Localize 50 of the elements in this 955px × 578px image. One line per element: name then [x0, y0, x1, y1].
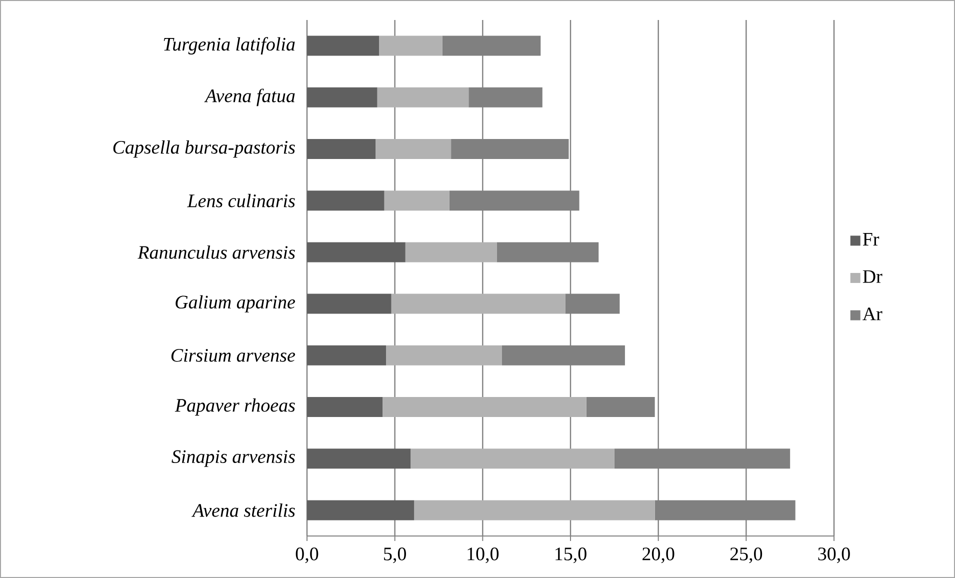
- bar: [307, 294, 392, 314]
- y-tick-label: Cirsium arvense: [171, 349, 296, 362]
- bar: [442, 36, 541, 56]
- y-tick-label: Papaver rhoeas: [174, 398, 295, 416]
- y-tick-label: Ranunculus arvensis: [138, 246, 295, 259]
- bar: [376, 139, 452, 160]
- x-tick-label: 15,0: [556, 548, 586, 564]
- bar: [410, 448, 614, 469]
- y-tick-label: Galium aparine: [176, 295, 296, 312]
- bar: [379, 36, 442, 56]
- bar: [502, 345, 625, 366]
- bar: [307, 87, 378, 108]
- x-tick-label: 0,0: [296, 548, 318, 564]
- bar: [386, 345, 502, 366]
- bar: [307, 345, 386, 366]
- bar: [307, 242, 406, 262]
- bar: [391, 294, 566, 314]
- bar: [414, 500, 655, 520]
- x-tick-label: 10,0: [468, 548, 499, 564]
- bar: [377, 87, 469, 108]
- bar: [307, 139, 376, 160]
- y-tick-label: Turgenia latifolia: [164, 37, 295, 55]
- y-tick-label: Avena sterilis: [192, 504, 295, 517]
- bar: [307, 36, 380, 56]
- bar: [614, 448, 790, 469]
- bar: [565, 294, 620, 314]
- x-tick-label: 25,0: [730, 548, 762, 564]
- bar: [449, 190, 580, 211]
- y-tick-label: Lens culinaris: [187, 194, 295, 208]
- legend-label: Fr: [862, 233, 880, 246]
- bar: [307, 500, 414, 520]
- legend-label: Ar: [862, 308, 882, 320]
- bar: [586, 397, 655, 418]
- bar: [307, 448, 411, 469]
- bar: [405, 242, 497, 262]
- legend-label: Dr: [862, 270, 882, 283]
- x-tick-label: 5,0: [384, 548, 406, 564]
- bar: [307, 397, 383, 418]
- bar: [382, 397, 586, 418]
- y-tick-label: Capsella bursa-pastoris: [113, 140, 295, 158]
- y-tick-label: Sinapis arvensis: [172, 450, 295, 467]
- bar: [451, 139, 569, 160]
- bar: [307, 190, 384, 211]
- bar: [654, 500, 796, 520]
- bar: [496, 242, 599, 262]
- x-tick-label: 20,0: [642, 548, 674, 564]
- y-tick-label: Avena fatua: [204, 88, 295, 106]
- x-tick-label: 30,0: [818, 548, 850, 564]
- bar: [384, 190, 450, 211]
- bar: [468, 87, 542, 108]
